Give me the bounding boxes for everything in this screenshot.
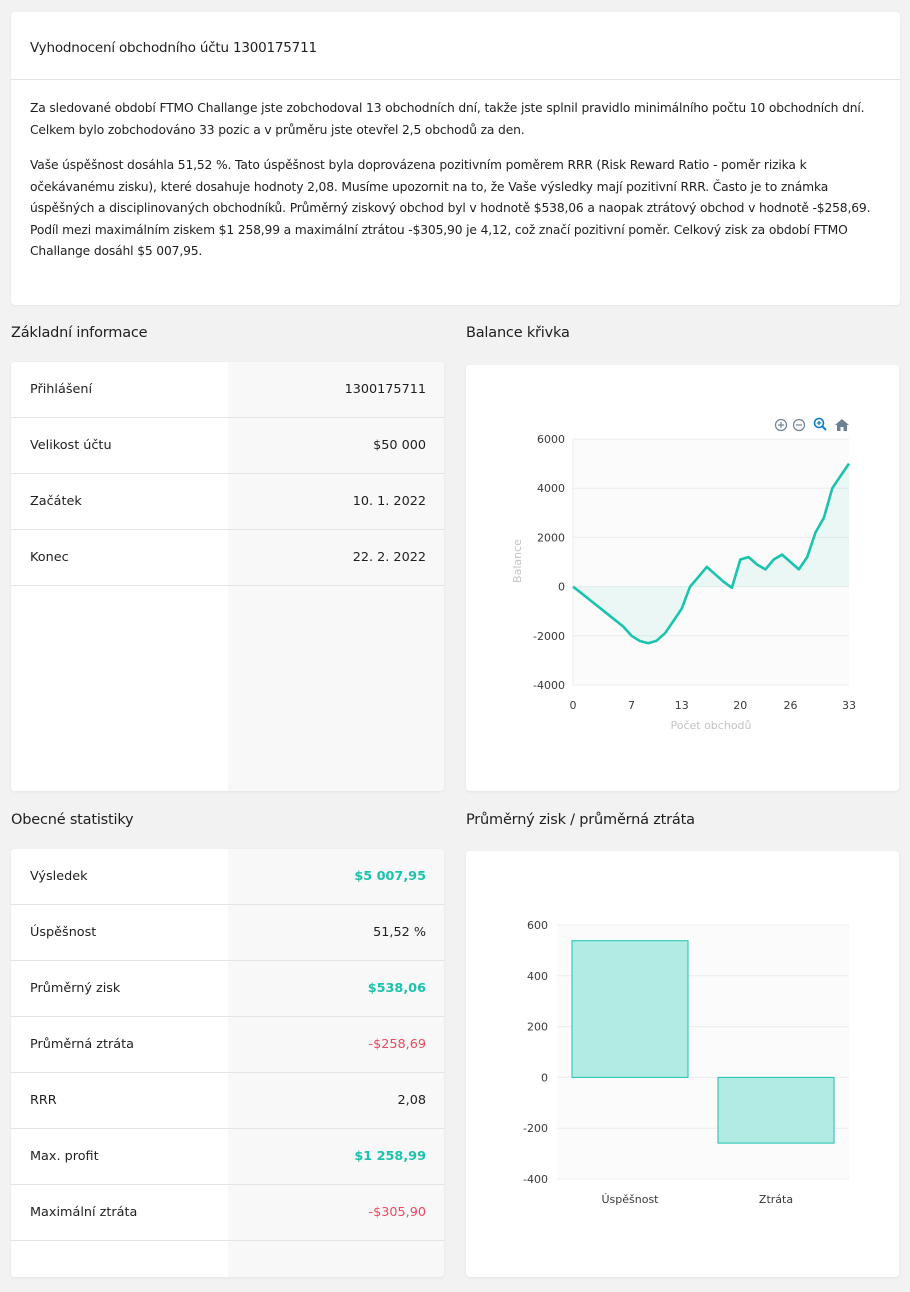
y-tick-label: 400 bbox=[527, 970, 548, 983]
row-value: $50 000 bbox=[373, 438, 426, 453]
row-value: -$305,90 bbox=[368, 1205, 426, 1220]
home-icon[interactable] bbox=[835, 419, 849, 431]
avg-profit-loss-chart: 600 400 200 0 -200 -400 Úspěšnost Ztráta bbox=[523, 919, 849, 1206]
x-tick-label: 13 bbox=[675, 699, 689, 712]
basic-info-title: Základní informace bbox=[11, 325, 148, 341]
row-label: Úspěšnost bbox=[30, 925, 97, 940]
summary-paragraph-2: Vaše úspěšnost dosáhla 51,52 %. Tato úsp… bbox=[30, 158, 871, 258]
balance-y-axis-label: Balance bbox=[511, 539, 524, 583]
row-value: 51,52 % bbox=[373, 925, 426, 940]
info-row: RRR 2,08 bbox=[11, 1073, 444, 1129]
y-tick-label: 0 bbox=[558, 581, 565, 594]
info-row: Začátek 10. 1. 2022 bbox=[11, 474, 444, 530]
x-tick-label: 26 bbox=[783, 699, 797, 712]
balance-line bbox=[572, 462, 851, 645]
bar-0 bbox=[571, 940, 689, 1078]
row-label: Maximální ztráta bbox=[30, 1205, 138, 1220]
y-tick-label: -2000 bbox=[533, 630, 565, 643]
y-tick-label: -4000 bbox=[533, 679, 565, 692]
info-row: Max. profit $1 258,99 bbox=[11, 1129, 444, 1185]
row-label: Přihlášení bbox=[30, 382, 93, 397]
zoom-out-icon[interactable] bbox=[792, 418, 806, 432]
balance-chart-card: 6000 4000 2000 0 -2000 -4000 0 7 13 20 26 33 Balanc bbox=[466, 365, 899, 791]
y-tick-label: 4000 bbox=[537, 482, 565, 495]
summary-title: Vyhodnocení obchodního účtu 1300175711 bbox=[11, 12, 900, 80]
row-value: -$258,69 bbox=[368, 1037, 426, 1052]
info-row: Velikost účtu $50 000 bbox=[11, 418, 444, 474]
row-label: Začátek bbox=[30, 494, 82, 509]
avg-chart-title: Průměrný zisk / průměrná ztráta bbox=[466, 812, 695, 828]
y-tick-label: 0 bbox=[541, 1071, 548, 1084]
zoom-select-icon[interactable] bbox=[813, 417, 827, 431]
value-column-background bbox=[228, 849, 444, 1277]
y-tick-label: -400 bbox=[523, 1173, 548, 1186]
y-tick-label: 200 bbox=[527, 1021, 548, 1034]
bar-1 bbox=[717, 1076, 835, 1144]
x-tick-label: 0 bbox=[570, 699, 577, 712]
x-tick-label: 33 bbox=[842, 699, 856, 712]
info-row: Přihlášení 1300175711 bbox=[11, 362, 444, 418]
row-label: Velikost účtu bbox=[30, 438, 112, 453]
y-tick-label: 2000 bbox=[537, 531, 565, 544]
info-row: Průměrný zisk $538,06 bbox=[11, 961, 444, 1017]
info-row: Průměrná ztráta -$258,69 bbox=[11, 1017, 444, 1073]
row-label: Max. profit bbox=[30, 1149, 99, 1164]
row-label: Výsledek bbox=[30, 869, 88, 884]
y-tick-label: 600 bbox=[527, 919, 548, 932]
row-label: RRR bbox=[30, 1093, 57, 1108]
info-row: Úspěšnost 51,52 % bbox=[11, 905, 444, 961]
info-row: Maximální ztráta -$305,90 bbox=[11, 1185, 444, 1241]
balance-area bbox=[573, 463, 849, 644]
balance-chart-title: Balance křivka bbox=[466, 325, 570, 341]
row-value: $5 007,95 bbox=[354, 869, 426, 884]
row-value: 1300175711 bbox=[344, 382, 426, 397]
basic-info-card: Přihlášení 1300175711 Velikost účtu $50 000… bbox=[11, 362, 444, 791]
info-row: Konec 22. 2. 2022 bbox=[11, 530, 444, 586]
row-label: Konec bbox=[30, 550, 69, 565]
y-tick-label: 6000 bbox=[537, 433, 565, 446]
balance-x-axis-label: Počet obchodů bbox=[670, 719, 751, 732]
x-tick-label: 7 bbox=[628, 699, 635, 712]
row-label: Průměrný zisk bbox=[30, 981, 121, 996]
row-value: $538,06 bbox=[367, 981, 426, 996]
row-value: 10. 1. 2022 bbox=[352, 494, 426, 509]
row-label: Průměrná ztráta bbox=[30, 1037, 134, 1052]
avg-profit-loss-chart-card: 600 400 200 0 -200 -400 Úspěšnost Ztráta bbox=[466, 851, 899, 1277]
row-value: $1 258,99 bbox=[354, 1149, 426, 1164]
x-tick-label: 20 bbox=[733, 699, 747, 712]
row-value: 22. 2. 2022 bbox=[352, 550, 426, 565]
info-row: Výsledek $5 007,95 bbox=[11, 849, 444, 905]
y-tick-label: -200 bbox=[523, 1122, 548, 1135]
summary-paragraph-1: Za sledované období FTMO Challange jste … bbox=[30, 101, 865, 137]
general-stats-card: Výsledek $5 007,95 Úspěšnost 51,52 % Průměrn… bbox=[11, 849, 444, 1277]
row-value: 2,08 bbox=[397, 1093, 427, 1108]
x-category-label: Ztráta bbox=[759, 1193, 793, 1206]
value-column-background bbox=[228, 362, 444, 791]
zoom-in-icon[interactable] bbox=[774, 418, 788, 432]
summary-card: Vyhodnocení obchodního účtu 1300175711 Z… bbox=[11, 12, 900, 305]
x-category-label: Úspěšnost bbox=[601, 1193, 659, 1206]
general-stats-title: Obecné statistiky bbox=[11, 812, 134, 828]
